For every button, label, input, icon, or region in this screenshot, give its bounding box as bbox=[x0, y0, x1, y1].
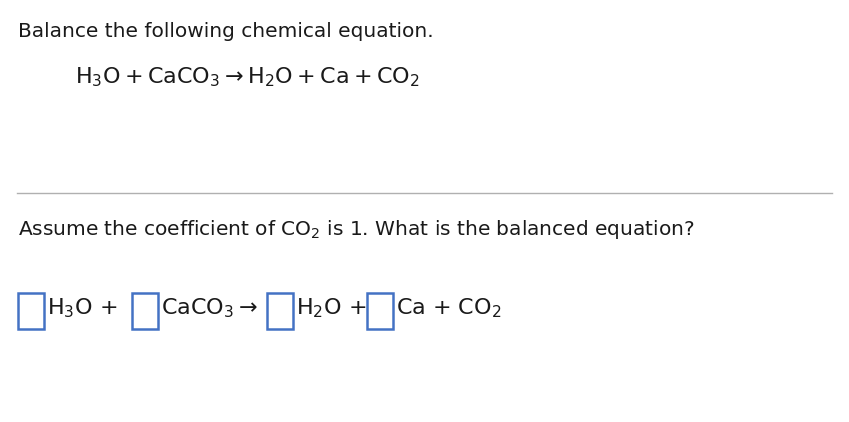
Bar bbox=[18, 293, 44, 329]
Bar bbox=[132, 293, 158, 329]
Bar bbox=[367, 293, 393, 329]
Text: $\mathregular{Ca}$ + $\mathregular{CO_2}$: $\mathregular{Ca}$ + $\mathregular{CO_2}… bbox=[396, 296, 502, 319]
Text: $\mathregular{H_3O + CaCO_3}$$\mathregular{\rightarrow H_2O + Ca + CO_2}$: $\mathregular{H_3O + CaCO_3}$$\mathregul… bbox=[75, 65, 419, 89]
Text: $\mathregular{H_2O}$ +: $\mathregular{H_2O}$ + bbox=[296, 296, 368, 319]
Text: Assume the coefficient of $\mathregular{CO_2}$ is 1. What is the balanced equati: Assume the coefficient of $\mathregular{… bbox=[18, 218, 694, 241]
Text: $\mathregular{CaCO_3}$$\mathregular{\rightarrow}$: $\mathregular{CaCO_3}$$\mathregular{\rig… bbox=[161, 296, 258, 319]
Text: $\mathregular{H_3O}$ +: $\mathregular{H_3O}$ + bbox=[47, 296, 120, 319]
Text: Balance the following chemical equation.: Balance the following chemical equation. bbox=[18, 22, 434, 41]
Bar bbox=[267, 293, 293, 329]
